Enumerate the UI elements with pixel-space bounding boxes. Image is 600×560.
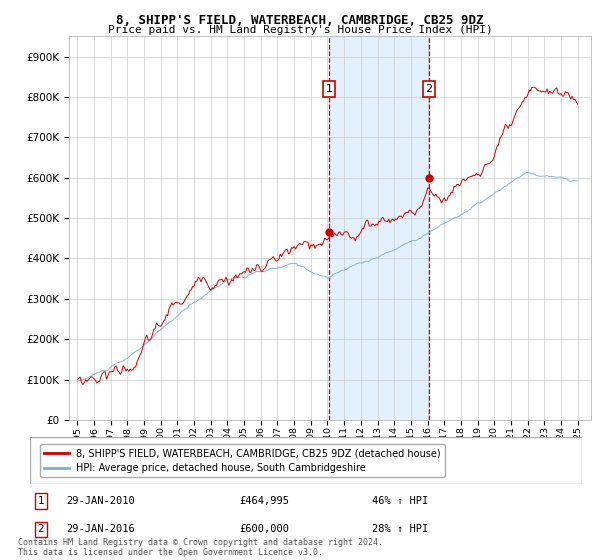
Text: 2: 2 — [425, 84, 433, 94]
Text: £600,000: £600,000 — [240, 524, 290, 534]
Bar — [329, 36, 429, 420]
Text: 1: 1 — [38, 496, 44, 506]
FancyBboxPatch shape — [30, 437, 582, 484]
Text: 29-JAN-2010: 29-JAN-2010 — [66, 496, 134, 506]
Text: 2: 2 — [38, 524, 44, 534]
Text: 29-JAN-2016: 29-JAN-2016 — [66, 524, 134, 534]
Text: 8, SHIPP'S FIELD, WATERBEACH, CAMBRIDGE, CB25 9DZ: 8, SHIPP'S FIELD, WATERBEACH, CAMBRIDGE,… — [116, 14, 484, 27]
Text: Price paid vs. HM Land Registry's House Price Index (HPI): Price paid vs. HM Land Registry's House … — [107, 25, 493, 35]
Text: 1: 1 — [325, 84, 332, 94]
Text: Contains HM Land Registry data © Crown copyright and database right 2024.
This d: Contains HM Land Registry data © Crown c… — [18, 538, 383, 557]
Text: 28% ↑ HPI: 28% ↑ HPI — [372, 524, 428, 534]
Text: £464,995: £464,995 — [240, 496, 290, 506]
Text: 46% ↑ HPI: 46% ↑ HPI — [372, 496, 428, 506]
Legend: 8, SHIPP'S FIELD, WATERBEACH, CAMBRIDGE, CB25 9DZ (detached house), HPI: Average: 8, SHIPP'S FIELD, WATERBEACH, CAMBRIDGE,… — [40, 444, 445, 477]
